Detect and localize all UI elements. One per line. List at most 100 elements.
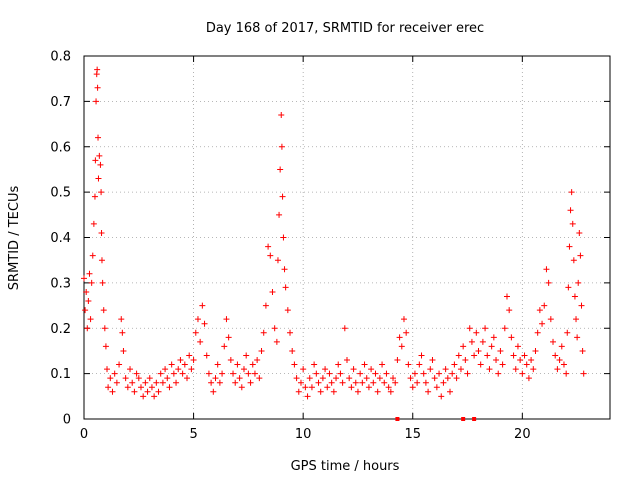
data-point (267, 252, 274, 259)
data-point (574, 334, 581, 341)
data-point (104, 366, 111, 373)
data-point (374, 388, 381, 395)
data-point (151, 393, 158, 400)
data-point (247, 379, 254, 386)
data-point (326, 370, 333, 377)
data-point (137, 384, 144, 391)
data-point (175, 366, 182, 373)
data-point (532, 347, 539, 354)
y-tick-label: 0.5 (50, 186, 71, 201)
data-point (162, 366, 169, 373)
data-point (219, 370, 226, 377)
data-point (258, 347, 265, 354)
data-point (547, 316, 554, 323)
data-point (341, 325, 348, 332)
data-point (317, 388, 324, 395)
data-point (534, 329, 541, 336)
data-point (157, 370, 164, 377)
data-point (385, 384, 392, 391)
data-point (87, 316, 94, 323)
data-point (168, 361, 175, 368)
data-point (457, 366, 464, 373)
data-point (403, 329, 410, 336)
data-point (565, 284, 572, 291)
data-point (324, 384, 331, 391)
data-point (234, 361, 241, 368)
data-point (396, 334, 403, 341)
data-point (569, 220, 576, 227)
data-point (337, 370, 344, 377)
data-point (392, 379, 399, 386)
data-point (287, 329, 294, 336)
data-point (488, 343, 495, 350)
y-tick-label: 0.7 (50, 95, 71, 110)
plot-frame (83, 55, 611, 420)
data-point (124, 384, 131, 391)
data-point (438, 393, 445, 400)
data-point (556, 357, 563, 364)
data-point (311, 361, 318, 368)
data-point (530, 366, 537, 373)
data-point (304, 393, 311, 400)
data-point (94, 84, 101, 91)
data-point (440, 379, 447, 386)
data-point (295, 388, 302, 395)
data-point (89, 252, 96, 259)
data-point (93, 98, 100, 105)
data-point (473, 329, 480, 336)
zero-marker (395, 417, 400, 421)
data-point (525, 375, 532, 382)
data-point (455, 352, 462, 359)
data-point (91, 193, 98, 200)
data-point (493, 357, 500, 364)
data-point (466, 325, 473, 332)
data-point (153, 379, 160, 386)
data-point (276, 211, 283, 218)
data-point (223, 316, 230, 323)
data-point (313, 370, 320, 377)
data-point (414, 379, 421, 386)
data-point (111, 370, 118, 377)
data-point (203, 352, 210, 359)
data-point (197, 338, 204, 345)
data-point (579, 347, 586, 354)
data-point (372, 370, 379, 377)
data-point (379, 361, 386, 368)
data-point (144, 388, 151, 395)
data-point (354, 388, 361, 395)
data-point (284, 307, 291, 314)
data-point (519, 370, 526, 377)
data-point (227, 357, 234, 364)
data-point (302, 384, 309, 391)
data-point (291, 361, 298, 368)
data-point (573, 316, 580, 323)
data-point (94, 66, 101, 73)
data-point (550, 338, 557, 345)
data-point (575, 279, 582, 286)
axis-ticks (83, 55, 610, 420)
data-point (390, 375, 397, 382)
data-point (506, 307, 513, 314)
data-point (190, 357, 197, 364)
data-point (567, 207, 574, 214)
data-point (188, 366, 195, 373)
data-point (512, 366, 519, 373)
data-point (101, 325, 108, 332)
data-point (335, 361, 342, 368)
data-point (514, 343, 521, 350)
data-point (194, 316, 201, 323)
y-tick-label: 0.2 (50, 322, 71, 337)
data-point (370, 379, 377, 386)
data-point (186, 352, 193, 359)
data-point (570, 257, 577, 264)
data-point (300, 366, 307, 373)
data-point (98, 189, 105, 196)
data-point (274, 257, 281, 264)
y-tick-label: 0.3 (50, 276, 71, 291)
data-point (444, 375, 451, 382)
data-point (265, 243, 272, 250)
data-point (282, 284, 289, 291)
data-point (281, 266, 288, 273)
data-point (90, 220, 97, 227)
